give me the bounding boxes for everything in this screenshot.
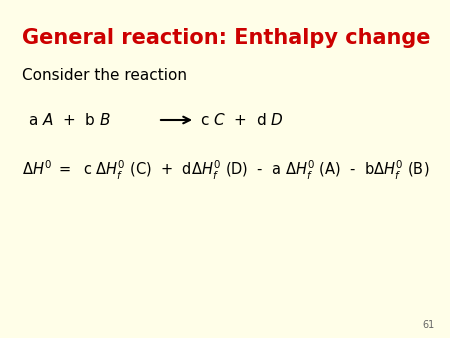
Text: $\Delta H^0$ $=$  c $\Delta H^0_f$ (C)  +  d$\Delta H^0_f$ (D)  -  a $\Delta H^0: $\Delta H^0$ $=$ c $\Delta H^0_f$ (C) + … [22,159,429,182]
Text: Consider the reaction: Consider the reaction [22,68,187,83]
Text: c $C$  +  d $D$: c $C$ + d $D$ [200,112,284,128]
Text: 61: 61 [423,320,435,330]
Text: General reaction: Enthalpy change: General reaction: Enthalpy change [22,28,431,48]
Text: a $A$  +  b $B$: a $A$ + b $B$ [28,112,111,128]
